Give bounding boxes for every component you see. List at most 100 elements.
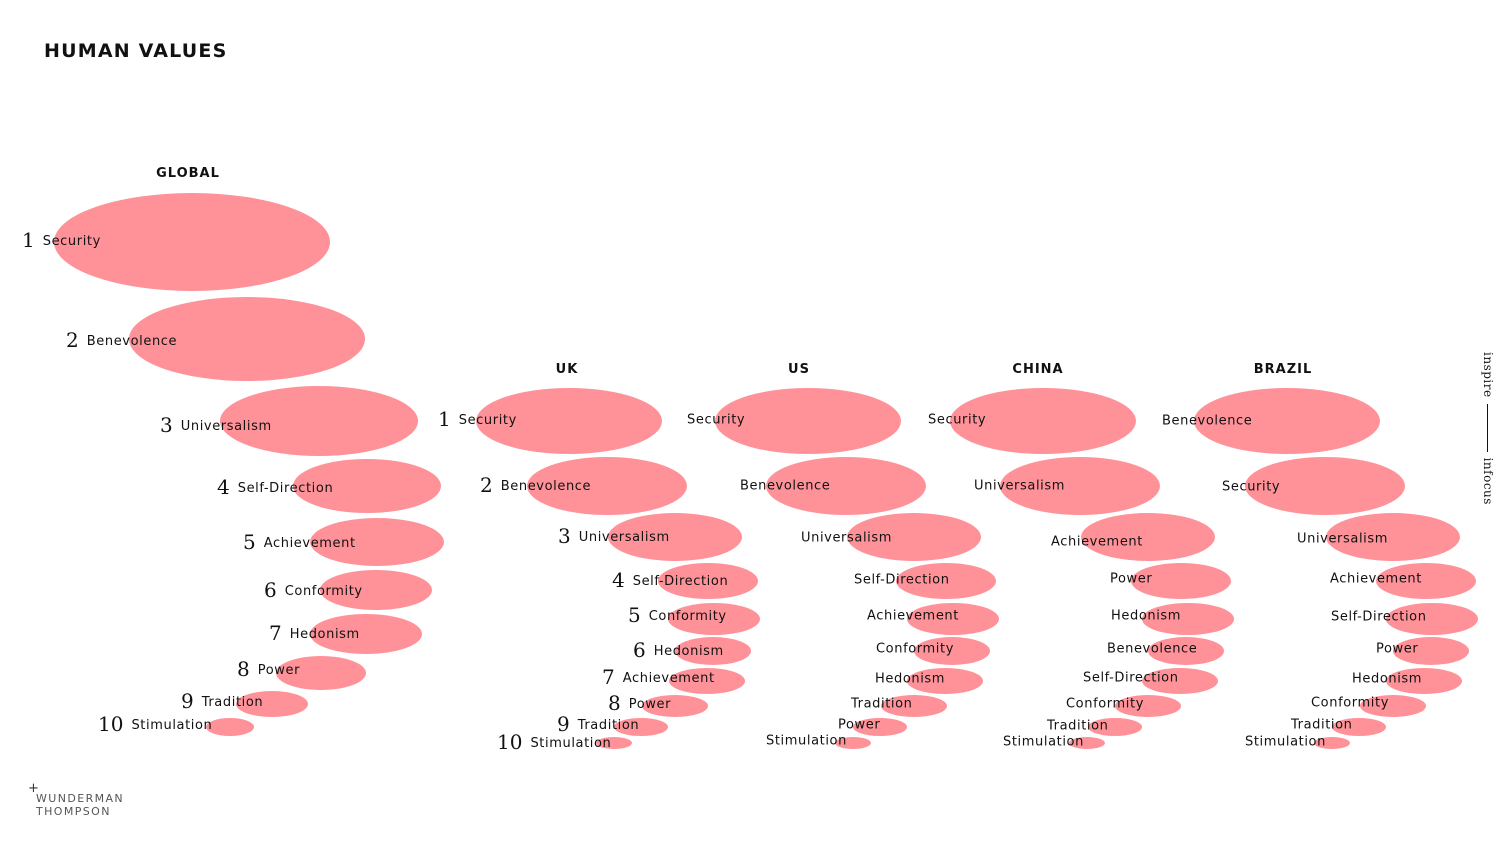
value-blob-us-3 xyxy=(847,513,981,561)
value-label-us-7: Hedonism xyxy=(875,671,945,687)
value-name: Stimulation xyxy=(766,733,847,749)
value-blob-brazil-6 xyxy=(1393,637,1469,665)
rank-number: 3 xyxy=(160,413,173,438)
value-name: Tradition xyxy=(1047,718,1109,734)
value-blob-us-5 xyxy=(907,603,999,635)
value-blob-uk-8 xyxy=(642,695,708,717)
value-blob-brazil-5 xyxy=(1386,603,1478,635)
rank-number: 5 xyxy=(628,603,641,628)
value-label-china-3: Achievement xyxy=(1051,534,1143,550)
value-name: Self-Direction xyxy=(632,574,729,590)
value-name: Self-Direction xyxy=(1083,670,1179,686)
plus-icon: + xyxy=(28,781,41,796)
value-label-brazil-4: Achievement xyxy=(1330,571,1422,587)
value-label-brazil-2: Security xyxy=(1222,479,1280,495)
value-label-brazil-6: Power xyxy=(1376,641,1418,657)
value-blob-china-2 xyxy=(1000,457,1160,515)
value-name: Hedonism xyxy=(875,671,946,687)
value-label-global-1: 1 Security xyxy=(22,230,101,250)
value-name: Benevolence xyxy=(86,334,178,350)
value-label-us-4: Self-Direction xyxy=(854,572,950,588)
rank-number: 7 xyxy=(602,665,615,690)
value-label-uk-6: 6 Hedonism xyxy=(633,640,724,660)
value-label-uk-2: 2 Benevolence xyxy=(480,475,592,495)
value-name: Hedonism xyxy=(653,644,724,660)
value-name: Achievement xyxy=(263,536,356,552)
value-blob-brazil-8 xyxy=(1360,695,1426,717)
value-blob-uk-6 xyxy=(675,637,751,665)
value-label-us-2: Benevolence xyxy=(740,478,830,494)
value-label-uk-1: 1 Security xyxy=(438,409,517,429)
side-tagline-right: infocus xyxy=(1481,457,1495,505)
value-name: Stimulation xyxy=(1245,734,1326,750)
value-label-brazil-5: Self-Direction xyxy=(1331,609,1427,625)
value-blob-uk-3 xyxy=(608,513,742,561)
value-name: Hedonism xyxy=(289,627,360,643)
value-blob-uk-10 xyxy=(596,737,632,749)
rank-number: 9 xyxy=(181,689,194,714)
value-blob-china-7 xyxy=(1142,668,1218,694)
value-name: Power xyxy=(1110,571,1153,587)
rank-number: 5 xyxy=(243,530,256,555)
value-name: Security xyxy=(928,412,987,428)
value-blob-global-2 xyxy=(129,297,365,381)
value-blob-global-4 xyxy=(293,459,441,513)
value-label-global-3: 3 Universalism xyxy=(160,415,272,435)
rank-number: 3 xyxy=(558,524,571,549)
rank-number: 2 xyxy=(66,328,79,353)
value-label-brazil-9: Tradition xyxy=(1291,717,1353,733)
value-blob-brazil-3 xyxy=(1326,513,1460,561)
value-label-uk-7: 7 Achievement xyxy=(602,667,715,687)
value-name: Benevolence xyxy=(500,479,592,495)
value-name: Achievement xyxy=(1330,571,1422,587)
value-label-brazil-7: Hedonism xyxy=(1352,671,1422,687)
group-title-us: US xyxy=(788,362,810,377)
value-name: Stimulation xyxy=(1003,734,1084,750)
value-name: Self-Direction xyxy=(854,572,950,588)
value-name: Benevolence xyxy=(1107,641,1198,657)
value-name: Security xyxy=(458,413,517,429)
value-blob-china-4 xyxy=(1131,563,1231,599)
value-name: Universalism xyxy=(1297,531,1389,547)
value-label-us-1: Security xyxy=(687,412,745,428)
value-label-global-10: 10 Stimulation xyxy=(98,714,213,734)
value-label-china-4: Power xyxy=(1110,571,1152,587)
value-blob-global-9 xyxy=(236,691,308,717)
value-label-china-7: Self-Direction xyxy=(1083,670,1179,686)
rank-number: 8 xyxy=(608,691,621,716)
value-label-uk-10: 10 Stimulation xyxy=(497,732,612,752)
value-label-uk-3: 3 Universalism xyxy=(558,526,670,546)
value-label-global-4: 4 Self-Direction xyxy=(217,477,333,497)
value-name: Achievement xyxy=(622,671,715,687)
value-name: Stimulation xyxy=(530,736,612,752)
value-label-brazil-1: Benevolence xyxy=(1162,413,1252,429)
value-name: Universalism xyxy=(180,419,272,435)
value-label-china-1: Security xyxy=(928,412,986,428)
value-name: Achievement xyxy=(1051,534,1143,550)
value-name: Security xyxy=(687,412,746,428)
value-label-china-6: Benevolence xyxy=(1107,641,1197,657)
value-name: Power xyxy=(838,717,881,733)
value-name: Tradition xyxy=(201,695,264,711)
value-label-brazil-8: Conformity xyxy=(1311,695,1389,711)
value-name: Benevolence xyxy=(1162,413,1253,429)
value-blob-brazil-9 xyxy=(1332,718,1386,736)
value-name: Power xyxy=(1376,641,1419,657)
value-name: Achievement xyxy=(867,608,959,624)
value-blob-china-9 xyxy=(1088,718,1142,736)
value-blob-global-10 xyxy=(206,718,254,736)
value-name: Benevolence xyxy=(740,478,831,494)
value-name: Hedonism xyxy=(1352,671,1423,687)
side-tagline-dash xyxy=(1487,403,1488,452)
value-label-uk-9: 9 Tradition xyxy=(557,714,639,734)
value-blob-us-8 xyxy=(881,695,947,717)
value-name: Stimulation xyxy=(131,718,213,734)
value-name: Tradition xyxy=(1291,717,1353,733)
value-label-us-5: Achievement xyxy=(867,608,959,624)
side-tagline: inspire infocus xyxy=(1481,352,1495,505)
value-blob-global-5 xyxy=(310,518,444,566)
value-name: Hedonism xyxy=(1111,608,1182,624)
value-label-china-8: Conformity xyxy=(1066,696,1144,712)
rank-number: 1 xyxy=(438,407,451,432)
value-blob-china-6 xyxy=(1148,637,1224,665)
